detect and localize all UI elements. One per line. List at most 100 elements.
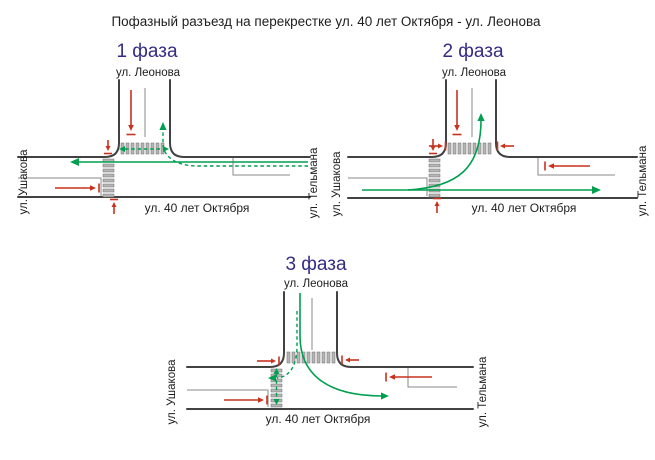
movement-arrow-head <box>273 399 280 405</box>
zebra-stripe <box>428 168 441 173</box>
lane-median-line <box>348 177 428 196</box>
zebra-stripe <box>291 351 296 364</box>
allowed-movement-oktyabrya-eastbound-through <box>362 186 601 194</box>
movement-arrow-shaft <box>299 293 384 397</box>
movement-arrow-head <box>90 185 96 191</box>
lane-median-line <box>537 158 615 176</box>
street-edge-line <box>495 79 638 158</box>
prohibited-movement-pedestrian-crossing-oktyabrya-from-south <box>433 197 441 213</box>
phase-2-diagram: 2 фаза ул. Леонова ул. Ушакова ул. Тельм… <box>331 41 649 216</box>
lane-median-line <box>187 389 269 407</box>
prohibited-movement-oktyabrya-westbound-approach <box>544 161 590 171</box>
movement-arrow-head <box>548 163 554 169</box>
phase-1-diagram: 1 фаза ул. Леонова ул. Ушакова ул. Тельм… <box>17 41 320 218</box>
phase-1-street-ushakova-label: ул. Ушакова <box>18 149 30 215</box>
zebra-stripe <box>102 168 115 173</box>
prohibited-movement-pedestrian-crossing-leonova-from-east <box>496 141 514 151</box>
prohibited-movement-pedestrian-crossing-oktyabrya-from-north <box>104 140 112 155</box>
movement-arrow-head <box>128 125 134 131</box>
phase-1-geometry <box>17 79 311 214</box>
zebra-stripe <box>487 142 492 155</box>
prohibited-movement-oktyabrya-eastbound-approach <box>224 395 268 405</box>
movement-arrow-head <box>119 146 125 152</box>
movement-arrow-head <box>430 146 436 151</box>
zebra-stripe <box>452 142 457 155</box>
zebra-stripe <box>102 178 115 183</box>
movement-arrow-head <box>70 158 79 166</box>
movement-arrow-head <box>273 368 280 374</box>
phase-2-street-telmana-label: ул. Тельмана <box>637 145 649 216</box>
diagram-title: Пофазный разъезд на перекрестке ул. 40 л… <box>111 14 541 29</box>
movement-arrow-head <box>500 143 505 149</box>
phase-1-street-leonova-label: ул. Леонова <box>116 67 181 79</box>
zebra-stripe <box>428 178 441 183</box>
crosswalk-across-leonova <box>286 351 336 364</box>
street-edge-line <box>17 79 120 158</box>
allowed-movement-leonova-left-turn-to-oktyabrya-east <box>299 293 389 400</box>
phase-1-street-oktyabrya-label: ул. 40 лет Октября <box>145 201 250 215</box>
movement-arrow-head <box>454 125 460 131</box>
movement-arrow-head <box>105 146 111 151</box>
phase-1-title: 1 фаза <box>116 41 178 62</box>
zebra-stripe <box>270 383 283 388</box>
allowed-movement-pedestrian-crossing-oktyabrya <box>273 368 280 405</box>
crosswalk-across-leonova <box>447 142 492 155</box>
movement-arrow-head <box>163 146 169 152</box>
zebra-stripe <box>457 142 462 155</box>
phase-2-geometry <box>347 79 638 213</box>
phase-3-street-ushakova-label: ул. Ушакова <box>166 359 178 425</box>
movement-arrow-head <box>159 122 167 130</box>
phase-2-title: 2 фаза <box>442 41 504 62</box>
zebra-stripe <box>428 158 441 163</box>
allowed-movement-pedestrian-crossing-leonova <box>119 146 169 152</box>
zebra-stripe <box>428 173 441 178</box>
movement-arrow-shaft <box>276 311 298 379</box>
zebra-stripe <box>286 351 291 364</box>
street-edge-line <box>336 291 474 368</box>
prohibited-movement-oktyabrya-eastbound-approach <box>55 183 100 193</box>
movement-arrow-head <box>268 374 276 382</box>
prohibited-movement-leonova-southbound-approach <box>452 90 462 136</box>
lane-median-line <box>407 368 457 388</box>
phase-1-street-telmana-label: ул. Тельмана <box>308 147 320 218</box>
zebra-stripe <box>311 351 316 364</box>
crosswalk-across-oktyabrya <box>102 158 115 198</box>
allowed-movement-oktyabrya-westbound-through <box>70 158 308 166</box>
movement-arrow-shaft <box>407 119 482 191</box>
zebra-stripe <box>321 351 326 364</box>
movement-arrow-head <box>438 143 443 149</box>
prohibited-movement-pedestrian-crossing-oktyabrya-from-north <box>429 139 437 155</box>
zebra-stripe <box>102 173 115 178</box>
movement-arrow-shaft <box>162 129 308 167</box>
movement-arrow-head <box>258 397 264 403</box>
zebra-stripe <box>428 163 441 168</box>
prohibited-movement-pedestrian-crossing-leonova-from-west <box>257 356 280 366</box>
prohibited-movement-oktyabrya-westbound-approach <box>385 372 432 382</box>
zebra-stripe <box>428 193 441 198</box>
phase-3-street-oktyabrya-label: ул. 40 лет Октября <box>266 412 371 426</box>
prohibited-movement-leonova-southbound-approach <box>126 90 136 136</box>
phase-2-street-ushakova-label: ул. Ушакова <box>331 151 343 217</box>
prohibited-movement-pedestrian-crossing-leonova-from-east <box>341 355 359 365</box>
zebra-stripe <box>306 351 311 364</box>
movement-arrow-head <box>434 201 440 206</box>
zebra-stripe <box>331 351 336 364</box>
zebra-stripe <box>140 142 145 155</box>
allowed-movement-oktyabrya-eastbound-left-turn-to-leonova <box>407 113 485 191</box>
lane-median-line <box>232 158 290 176</box>
zebra-stripe <box>462 142 467 155</box>
movement-arrow-head <box>592 186 601 194</box>
zebra-stripe <box>447 142 452 155</box>
zebra-stripe <box>467 142 472 155</box>
movement-arrow-head <box>271 358 276 364</box>
phase-3-title: 3 фаза <box>285 254 347 275</box>
zebra-stripe <box>102 193 115 198</box>
phase-3-street-leonova-label: ул. Леонова <box>284 278 349 290</box>
phase-3-geometry <box>186 291 474 410</box>
zebra-stripe <box>316 351 321 364</box>
movement-arrow-head <box>477 113 485 121</box>
movement-arrow-head <box>111 202 117 207</box>
crosswalk-across-oktyabrya <box>428 158 441 198</box>
